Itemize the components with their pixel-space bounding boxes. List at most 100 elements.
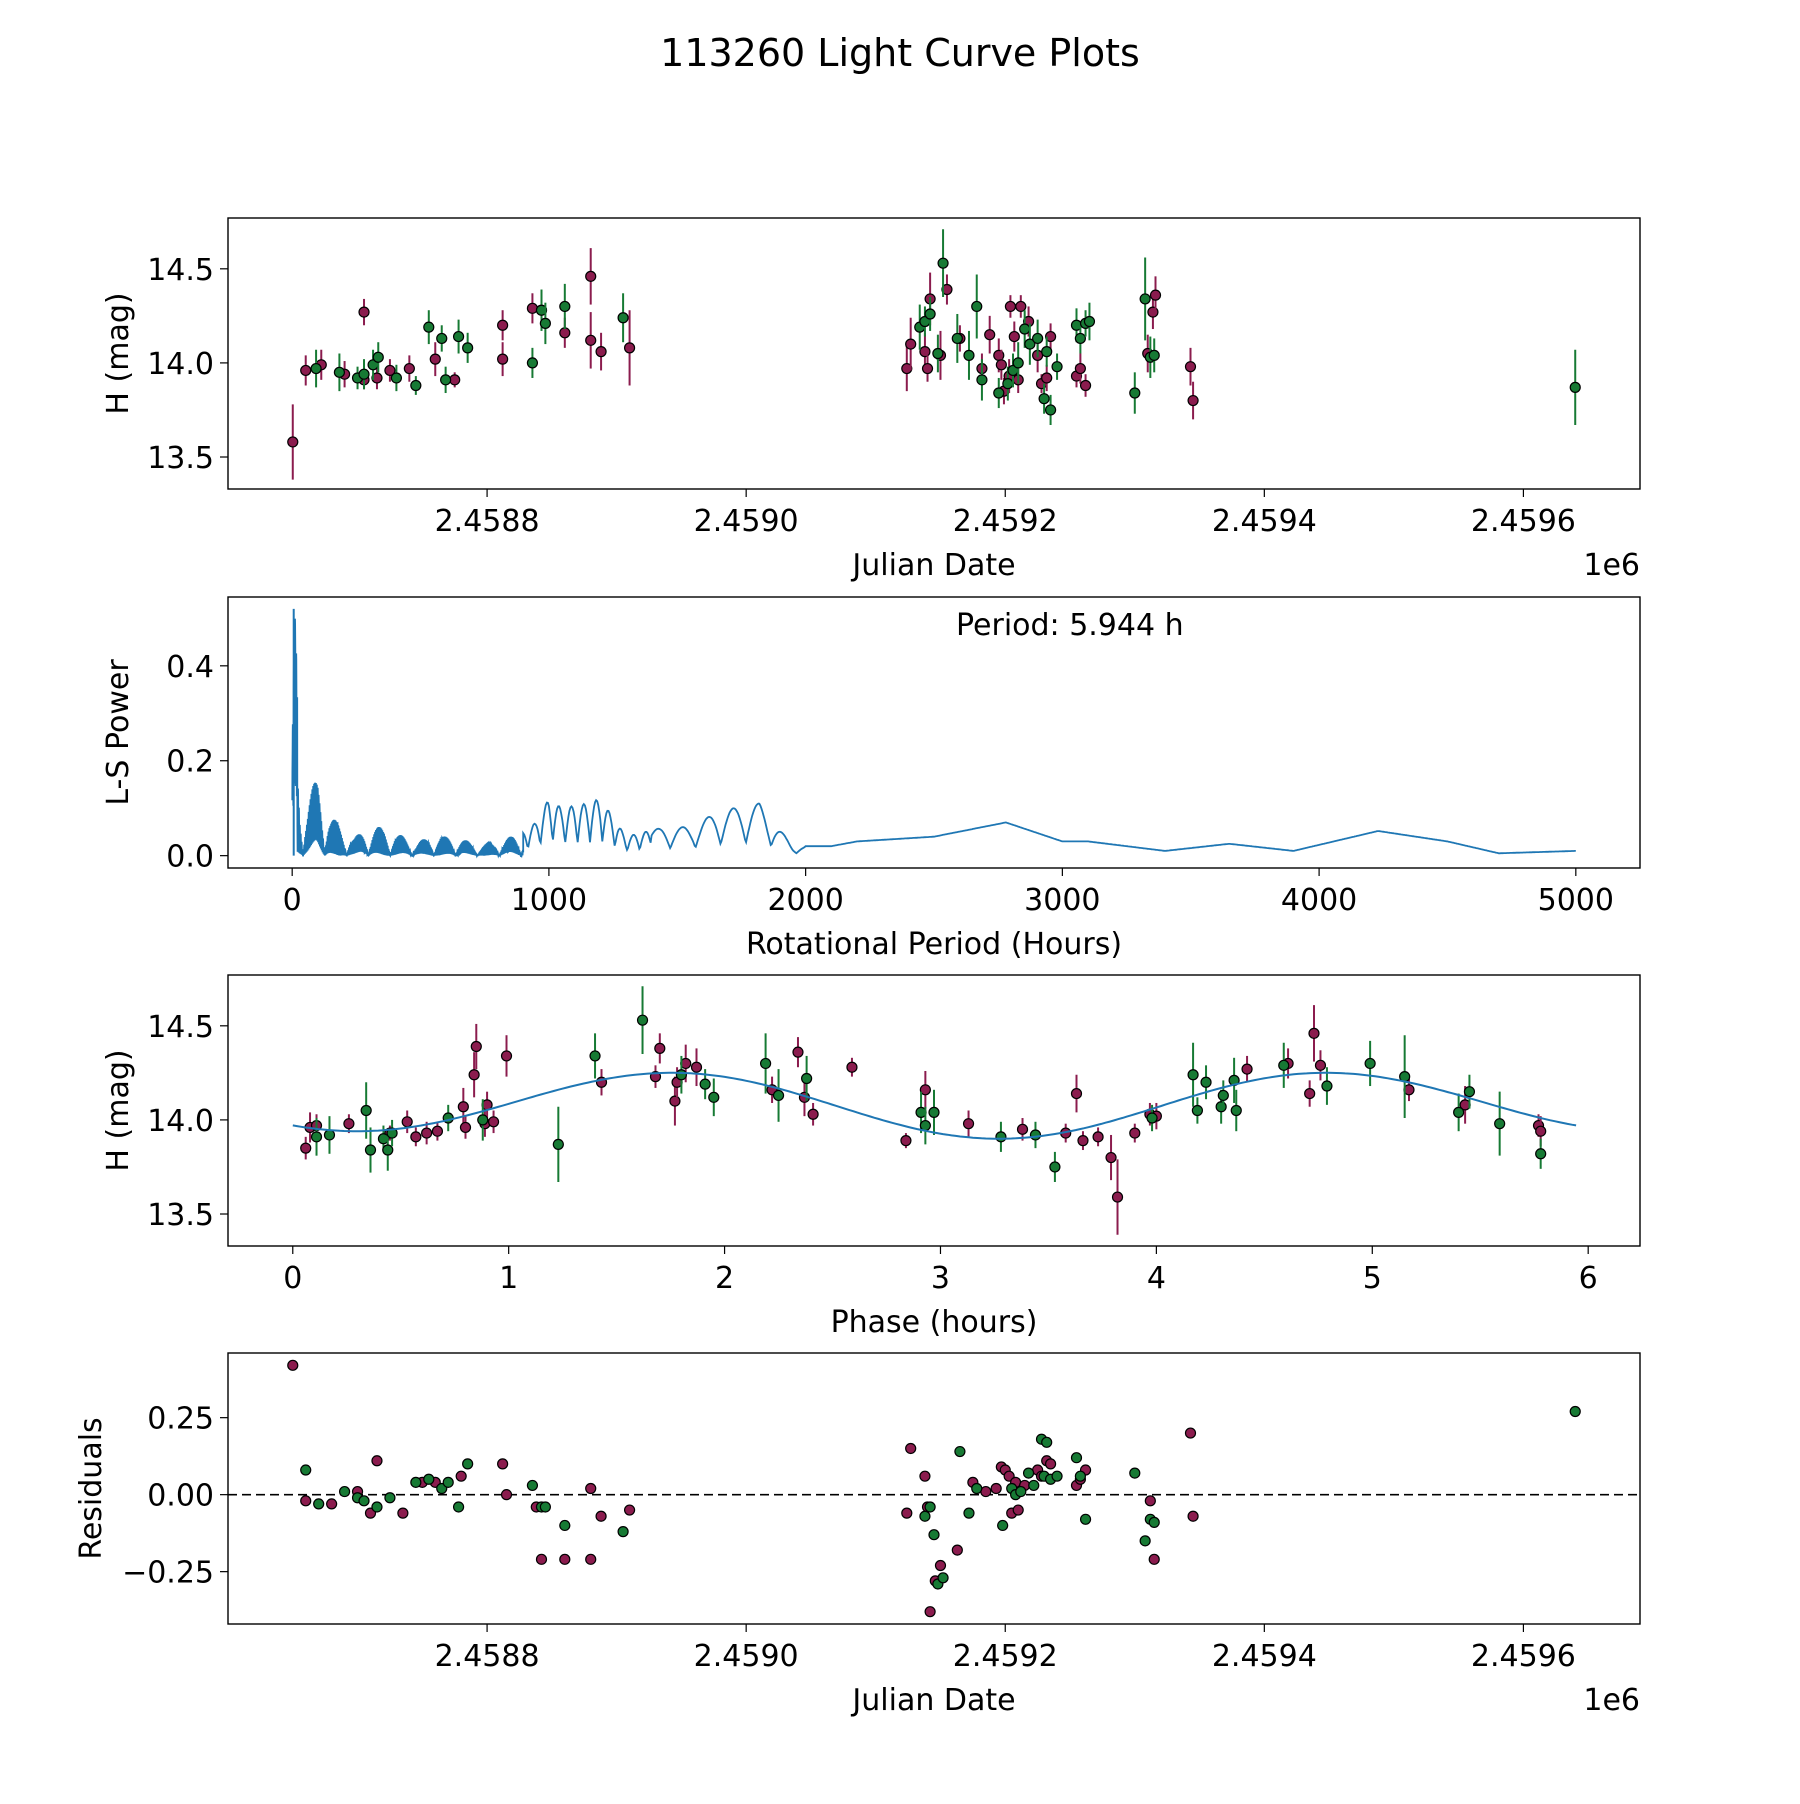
data-point <box>1535 1148 1547 1160</box>
data-point <box>423 321 435 333</box>
data-point <box>1051 361 1063 373</box>
data-point <box>358 1495 370 1507</box>
data-point <box>338 1485 351 1498</box>
data-point <box>1074 332 1086 345</box>
data-point <box>459 1121 472 1134</box>
data-point <box>397 1507 409 1519</box>
data-point <box>900 1135 912 1147</box>
data-point <box>559 327 571 339</box>
data-point <box>937 257 949 269</box>
data-point <box>1015 300 1027 313</box>
data-point <box>1184 361 1197 373</box>
data-point <box>1024 338 1036 350</box>
data-point <box>390 372 403 384</box>
data-point <box>623 342 636 354</box>
data-point <box>442 1476 454 1488</box>
data-point <box>372 351 384 363</box>
data-point <box>410 1131 422 1143</box>
data-point <box>371 372 383 384</box>
x-tick-label: 2.4588 <box>435 1639 540 1674</box>
y-tick-label: 13.5 <box>147 1198 214 1233</box>
data-point <box>1215 1101 1227 1113</box>
data-point <box>1029 1129 1042 1141</box>
y-tick-label: 14.5 <box>147 1010 214 1045</box>
y-tick-label: 0.2 <box>166 745 214 780</box>
data-point <box>1044 404 1057 416</box>
data-point <box>452 330 465 343</box>
phase-fold-plot-area <box>292 986 1577 1235</box>
data-point <box>623 1504 636 1516</box>
data-point <box>333 366 346 378</box>
data-point <box>1074 362 1086 375</box>
data-point <box>1453 1106 1465 1118</box>
data-point <box>1079 379 1092 392</box>
data-point <box>1139 293 1151 305</box>
data-point <box>654 1042 666 1054</box>
data-point <box>313 1498 325 1510</box>
x-tick-label: 2.4594 <box>1212 1639 1317 1674</box>
data-point <box>358 306 370 318</box>
data-point <box>1044 330 1057 343</box>
data-point <box>995 1131 1007 1143</box>
phase-fold-panel: 0 1 2 3 4 5 6 13.5 14.0 14.5 Phase (hours) H (mag) <box>101 974 1641 1340</box>
data-point <box>1002 378 1014 390</box>
data-point <box>500 1050 513 1062</box>
data-point <box>384 1492 396 1504</box>
data-point <box>1111 1191 1124 1203</box>
data-point <box>1070 1452 1083 1464</box>
data-point <box>310 362 322 375</box>
data-point <box>468 1069 480 1081</box>
residuals-panel: 2.4588 2.4590 2.4592 2.4594 2.4596 −0.25 0.00 0… <box>74 1352 1641 1718</box>
data-point <box>617 1526 629 1538</box>
x-tick-label: 4000 <box>1281 883 1357 918</box>
data-point <box>1049 1161 1061 1173</box>
data-point <box>526 357 539 369</box>
data-point <box>1200 1076 1212 1088</box>
data-point <box>360 1104 372 1117</box>
data-point <box>1278 1059 1290 1071</box>
x-tick-label: 2.4590 <box>694 504 799 539</box>
data-point <box>552 1138 564 1150</box>
data-point <box>1148 1516 1160 1528</box>
data-point <box>1077 1135 1089 1147</box>
x-tick-label: 5 <box>1363 1261 1382 1296</box>
data-point <box>455 1470 467 1482</box>
data-point <box>919 346 931 358</box>
data-point <box>990 1482 1002 1495</box>
data-point <box>928 1529 940 1541</box>
data-point <box>963 349 975 361</box>
data-point <box>919 1084 931 1096</box>
data-point <box>1217 1089 1229 1102</box>
data-point <box>951 332 963 345</box>
data-point <box>585 270 597 282</box>
data-point <box>690 1061 703 1073</box>
data-point <box>589 1050 601 1062</box>
data-point <box>1129 387 1141 399</box>
data-point <box>1494 1118 1506 1130</box>
data-point <box>323 1129 336 1141</box>
data-point <box>772 1089 785 1102</box>
data-point <box>905 338 917 350</box>
data-point <box>1019 323 1031 335</box>
data-point <box>421 1127 433 1139</box>
data-point <box>934 1559 947 1572</box>
data-point <box>759 1057 772 1070</box>
y-tick-label: 14.0 <box>147 347 214 382</box>
data-point <box>905 1442 917 1455</box>
data-point <box>358 368 370 380</box>
data-point <box>919 1470 931 1482</box>
data-point <box>617 312 629 324</box>
data-point <box>410 379 422 392</box>
data-point <box>699 1078 711 1090</box>
lightcurve-plot-area <box>287 229 1581 480</box>
data-point <box>559 1519 571 1532</box>
data-point <box>1015 1485 1027 1498</box>
periodogram-line <box>291 618 1576 859</box>
x-axis-label: Phase (hours) <box>831 1305 1038 1340</box>
y-tick-label: 13.5 <box>147 441 214 476</box>
data-point <box>371 1455 383 1467</box>
data-point <box>436 332 448 345</box>
data-point <box>1314 1059 1327 1071</box>
data-point <box>1187 1069 1199 1081</box>
data-point <box>1044 1458 1057 1470</box>
